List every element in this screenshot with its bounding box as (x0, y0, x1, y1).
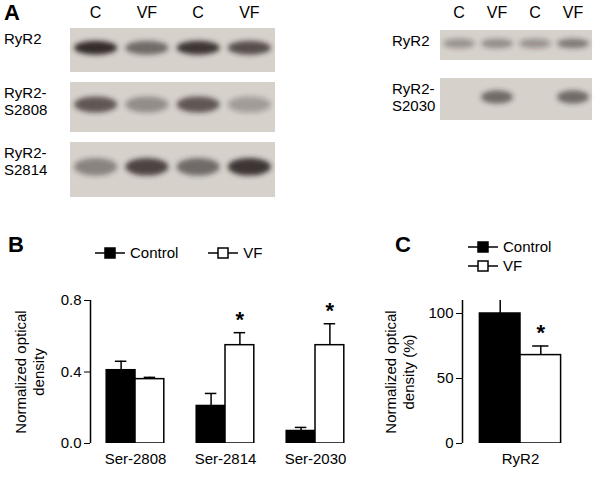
svg-text:0.4: 0.4 (61, 363, 82, 380)
svg-text:C: C (90, 4, 102, 21)
html-text:C: C (395, 232, 411, 257)
svg-text:VF: VF (137, 4, 158, 21)
html-text:VF: VF (243, 244, 263, 261)
svg-text:*: * (537, 320, 546, 345)
svg-text:0.0: 0.0 (61, 434, 82, 451)
svg-text:100: 100 (428, 304, 453, 321)
html-text:Normalized optical density (%): Normalized optical density (%) (382, 309, 417, 434)
svg-text:Ser-2808: Ser-2808 (105, 450, 167, 467)
svg-text:0: 0 (445, 434, 453, 451)
svg-text:50: 50 (437, 369, 454, 386)
html-text:RyR2: RyR2 (4, 30, 42, 47)
svg-text:Ser-2814: Ser-2814 (195, 450, 257, 467)
svg-text:VF: VF (239, 4, 260, 21)
svg-text:Ser-2030: Ser-2030 (285, 450, 347, 467)
svg-text:C: C (529, 4, 541, 21)
html-text:RyR2-S2814: RyR2-S2814 (4, 144, 48, 178)
svg-text:RyR2: RyR2 (502, 450, 540, 467)
html-text:Normalized optical density: Normalized optical density (12, 309, 47, 434)
svg-text:0.8: 0.8 (61, 291, 82, 308)
html-text:RyR2: RyR2 (392, 32, 430, 49)
html-text:RyR2-S2030: RyR2-S2030 (392, 80, 436, 114)
svg-text:*: * (326, 298, 335, 323)
svg-text:VF: VF (563, 4, 584, 21)
html-text:A: A (4, 0, 20, 25)
html-text:B: B (8, 232, 24, 257)
svg-text:*: * (236, 307, 245, 332)
svg-text:VF: VF (487, 4, 508, 21)
html-text:VF: VF (503, 257, 523, 274)
svg-text:C: C (192, 4, 204, 21)
svg-text:C: C (453, 4, 465, 21)
html-text:Control: Control (503, 238, 552, 255)
html-text:RyR2-S2808: RyR2-S2808 (4, 84, 48, 118)
html-text:Control: Control (130, 244, 179, 261)
